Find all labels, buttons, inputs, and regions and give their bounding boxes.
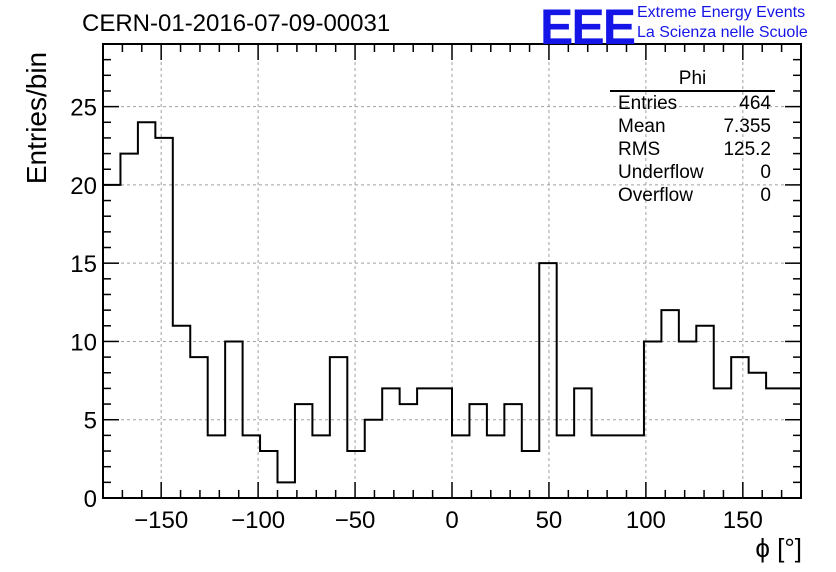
histogram-bin xyxy=(574,388,591,498)
histogram-bin xyxy=(365,420,382,498)
plot-frame xyxy=(102,43,802,499)
histogram-bin xyxy=(452,435,469,498)
histogram-bin xyxy=(312,435,329,498)
histogram-bin xyxy=(644,341,661,498)
x-tick-label: 150 xyxy=(723,507,763,534)
histogram-bin xyxy=(696,326,713,498)
histogram-bin xyxy=(190,357,207,498)
histogram-outline xyxy=(102,121,802,498)
histogram-bin xyxy=(679,341,696,498)
x-tick-label: −150 xyxy=(134,507,188,534)
y-tick-label: 15 xyxy=(70,251,97,278)
stats-label: Overflow xyxy=(618,185,693,206)
histogram-bin xyxy=(417,388,434,498)
histogram-bin xyxy=(330,357,347,498)
histogram-bin xyxy=(731,357,748,498)
y-tick-label: 20 xyxy=(70,173,97,200)
histogram-bin xyxy=(260,451,277,498)
histogram-bin xyxy=(295,404,312,498)
y-axis-label: Entries/bin xyxy=(21,51,52,185)
stats-row-entries: Entries 464 xyxy=(610,92,775,115)
x-tick-label: 100 xyxy=(626,507,666,534)
histogram-bin xyxy=(138,122,155,498)
histogram-bin xyxy=(155,138,172,498)
logo-text: Extreme Energy Events La Scienza nelle S… xyxy=(637,3,808,43)
stats-value: 0 xyxy=(760,162,771,183)
histogram-bin xyxy=(278,482,295,498)
x-tick-label: −100 xyxy=(231,507,285,534)
logo-line-2: La Scienza nelle Scuole xyxy=(637,24,808,41)
histogram-bin xyxy=(766,388,783,498)
histogram-bin xyxy=(557,435,574,498)
y-tick-label: 5 xyxy=(84,408,97,435)
stats-row-overflow: Overflow 0 xyxy=(610,184,775,207)
histogram-bin xyxy=(469,404,486,498)
stats-label: RMS xyxy=(618,139,661,160)
stats-label: Underflow xyxy=(618,162,704,183)
stats-row-mean: Mean 7.355 xyxy=(610,115,775,138)
histogram-bin xyxy=(539,263,556,498)
tick-labels: −150 −100 −50 0 50 100 150 0 5 10 15 20 25 xyxy=(70,95,763,534)
stats-value: 7.355 xyxy=(723,116,771,137)
histogram-bin xyxy=(225,341,242,498)
histogram-bin xyxy=(592,435,609,498)
histogram-bin xyxy=(382,388,399,498)
histogram-bin xyxy=(522,451,539,498)
stats-value: 0 xyxy=(760,185,771,206)
stats-row-rms: RMS 125.2 xyxy=(610,138,775,161)
stats-label: Entries xyxy=(618,93,678,114)
y-tick-label: 10 xyxy=(70,329,97,356)
x-tick-label: 50 xyxy=(536,507,563,534)
histogram-bin xyxy=(627,435,644,498)
stats-histogram-name: Phi xyxy=(610,68,775,92)
histogram-bin xyxy=(173,326,190,498)
histogram-bin xyxy=(749,373,766,498)
x-tick-label: −50 xyxy=(335,507,376,534)
stats-row-underflow: Underflow 0 xyxy=(610,161,775,184)
run-title: CERN-01-2016-07-09-00031 xyxy=(82,10,391,37)
histogram-bin xyxy=(784,388,801,498)
histogram-bin xyxy=(504,404,521,498)
histogram-bin xyxy=(609,435,626,498)
stats-box: Phi Entries 464 Mean 7.355 RMS 125.2 Und… xyxy=(610,68,775,207)
y-tick-label: 0 xyxy=(84,486,97,513)
histogram-bin xyxy=(487,435,504,498)
stats-value: 125.2 xyxy=(723,139,771,160)
logo-line-1: Extreme Energy Events xyxy=(637,4,806,21)
histogram-bin xyxy=(208,435,225,498)
histogram-bin xyxy=(120,154,137,498)
stats-value: 464 xyxy=(739,93,771,114)
histogram-bin xyxy=(714,388,731,498)
histogram-bin xyxy=(661,310,678,498)
y-tick-label: 25 xyxy=(70,95,97,122)
histogram-bin xyxy=(400,404,417,498)
x-axis-label: ϕ [°] xyxy=(755,533,802,563)
histogram-bin xyxy=(347,451,364,498)
stats-label: Mean xyxy=(618,116,666,137)
eee-logo: EEE xyxy=(540,0,636,55)
axis-ticks xyxy=(102,43,802,499)
histogram-bin xyxy=(435,388,452,498)
x-tick-label: 0 xyxy=(445,507,458,534)
